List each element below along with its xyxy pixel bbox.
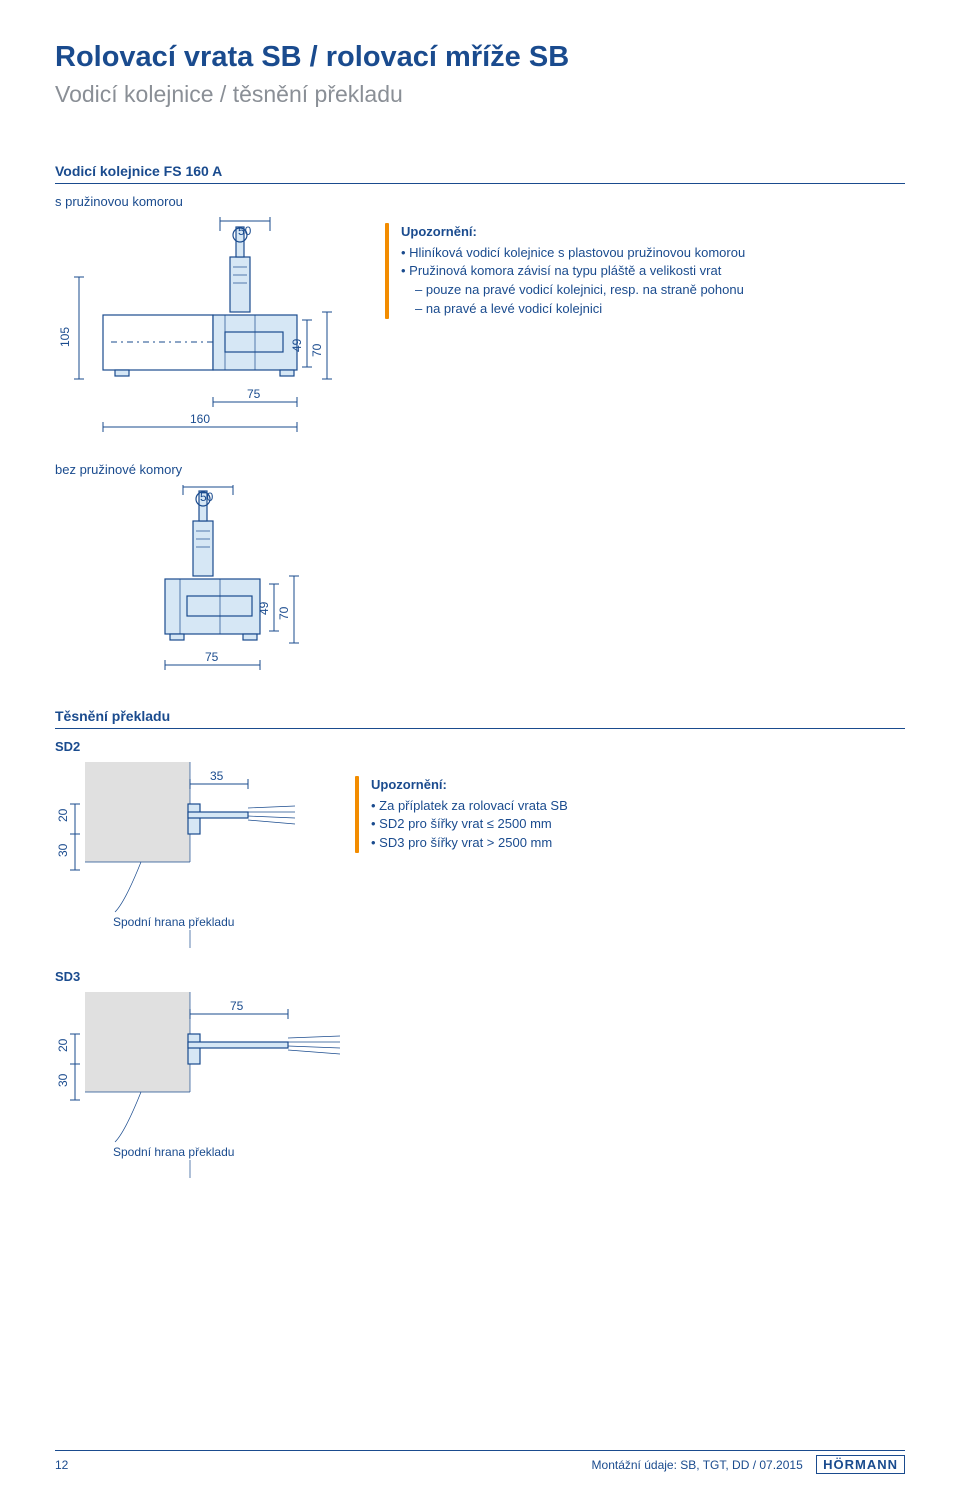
footer-text: Montážní údaje: SB, TGT, DD / 07.2015 (592, 1458, 803, 1472)
dim-70b: 70 (277, 606, 291, 620)
callout-subitem: pouze na pravé vodicí kolejnici, resp. n… (415, 281, 745, 300)
dim-75b: 75 (205, 650, 219, 664)
page-title: Rolovací vrata SB / rolovací mříže SB (55, 40, 905, 75)
dim-20b: 20 (56, 1038, 70, 1052)
callout-item: SD2 pro šířky vrat ≤ 2500 mm (371, 815, 568, 834)
dim-30b: 30 (56, 1073, 70, 1087)
callout-item: Hliníková vodicí kolejnice s plastovou p… (401, 244, 745, 263)
dim-50b: 50 (200, 490, 214, 504)
callout-subitem: na pravé a levé vodicí kolejnici (415, 300, 745, 319)
sd2-label: SD2 (55, 739, 905, 754)
sd3-bottom-label: Spodní hrana překladu (113, 1145, 234, 1159)
callout-fs160a: Upozornění: Hliníková vodicí kolejnice s… (385, 223, 745, 319)
dim-49b: 49 (257, 601, 271, 615)
page-footer: 12 Montážní údaje: SB, TGT, DD / 07.2015… (55, 1450, 905, 1472)
callout-item: Za příplatek za rolovací vrata SB (371, 797, 568, 816)
dim-75c: 75 (230, 999, 244, 1013)
diagram-sd3: 75 20 30 Spodní hrana překladu (55, 992, 905, 1187)
page-subtitle: Vodicí kolejnice / těsnění překladu (55, 81, 905, 108)
sd2-bottom-label: Spodní hrana překladu (113, 915, 234, 929)
dim-30a: 30 (56, 843, 70, 857)
callout-title2: Upozornění: (371, 776, 568, 795)
diagram-fs160a-nospring: 50 49 70 75 (125, 485, 905, 690)
callout-title: Upozornění: (401, 223, 745, 242)
callout-item: SD3 pro šířky vrat > 2500 mm (371, 834, 568, 853)
callout-sd: Upozornění: Za příplatek za rolovací vra… (355, 776, 568, 853)
brand-logo: HÖRMANN (816, 1455, 905, 1474)
dim-70: 70 (310, 343, 324, 357)
callout-bar (385, 223, 389, 319)
callout-item: Pružinová komora závisí na typu pláště a… (401, 262, 745, 319)
sd3-label: SD3 (55, 969, 905, 984)
callout-bar (355, 776, 359, 853)
variant2-label: bez pružinové komory (55, 462, 905, 477)
diagram-sd2: 35 20 30 Spodní hrana překladu (55, 762, 315, 957)
page-number: 12 (55, 1458, 68, 1472)
variant1-label: s pružinovou komorou (55, 194, 905, 209)
dim-160: 160 (190, 412, 210, 426)
dim-20a: 20 (56, 808, 70, 822)
dim-75a: 75 (247, 387, 261, 401)
dim-105: 105 (58, 326, 72, 346)
dim-49: 49 (290, 338, 304, 352)
section-heading-lintel: Těsnění překladu (55, 708, 905, 729)
diagram-fs160a-spring: 50 49 70 105 (55, 217, 345, 452)
dim-50: 50 (238, 224, 252, 238)
dim-35: 35 (210, 769, 224, 783)
section-heading-fs160a: Vodicí kolejnice FS 160 A (55, 163, 905, 184)
